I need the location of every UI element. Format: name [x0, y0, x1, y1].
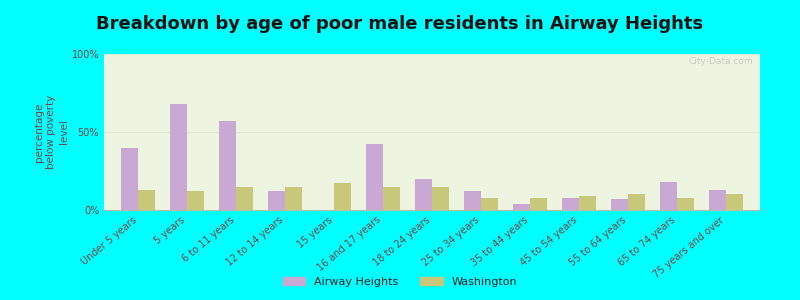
Bar — [366, 145, 383, 210]
Legend: Airway Heights, Washington: Airway Heights, Washington — [278, 273, 522, 291]
Bar — [187, 191, 204, 210]
Bar — [562, 197, 579, 210]
Bar — [285, 187, 302, 210]
Bar — [415, 179, 432, 210]
Bar — [579, 196, 596, 210]
Bar — [170, 104, 187, 210]
Bar — [530, 197, 547, 210]
Bar — [383, 187, 400, 210]
Bar — [481, 197, 498, 210]
Bar — [121, 148, 138, 210]
Bar — [610, 199, 628, 210]
Bar — [138, 190, 155, 210]
Bar — [660, 182, 677, 210]
Bar — [432, 187, 449, 210]
Bar — [268, 191, 285, 210]
Text: Breakdown by age of poor male residents in Airway Heights: Breakdown by age of poor male residents … — [97, 15, 703, 33]
Bar — [628, 194, 645, 210]
Bar — [236, 187, 254, 210]
Bar — [513, 204, 530, 210]
Bar — [464, 191, 481, 210]
Bar — [219, 121, 236, 210]
Bar — [677, 197, 694, 210]
Bar — [726, 194, 743, 210]
Y-axis label: percentage
below poverty
level: percentage below poverty level — [34, 95, 69, 169]
Bar — [334, 184, 351, 210]
Text: City-Data.com: City-Data.com — [689, 57, 754, 66]
Bar — [709, 190, 726, 210]
